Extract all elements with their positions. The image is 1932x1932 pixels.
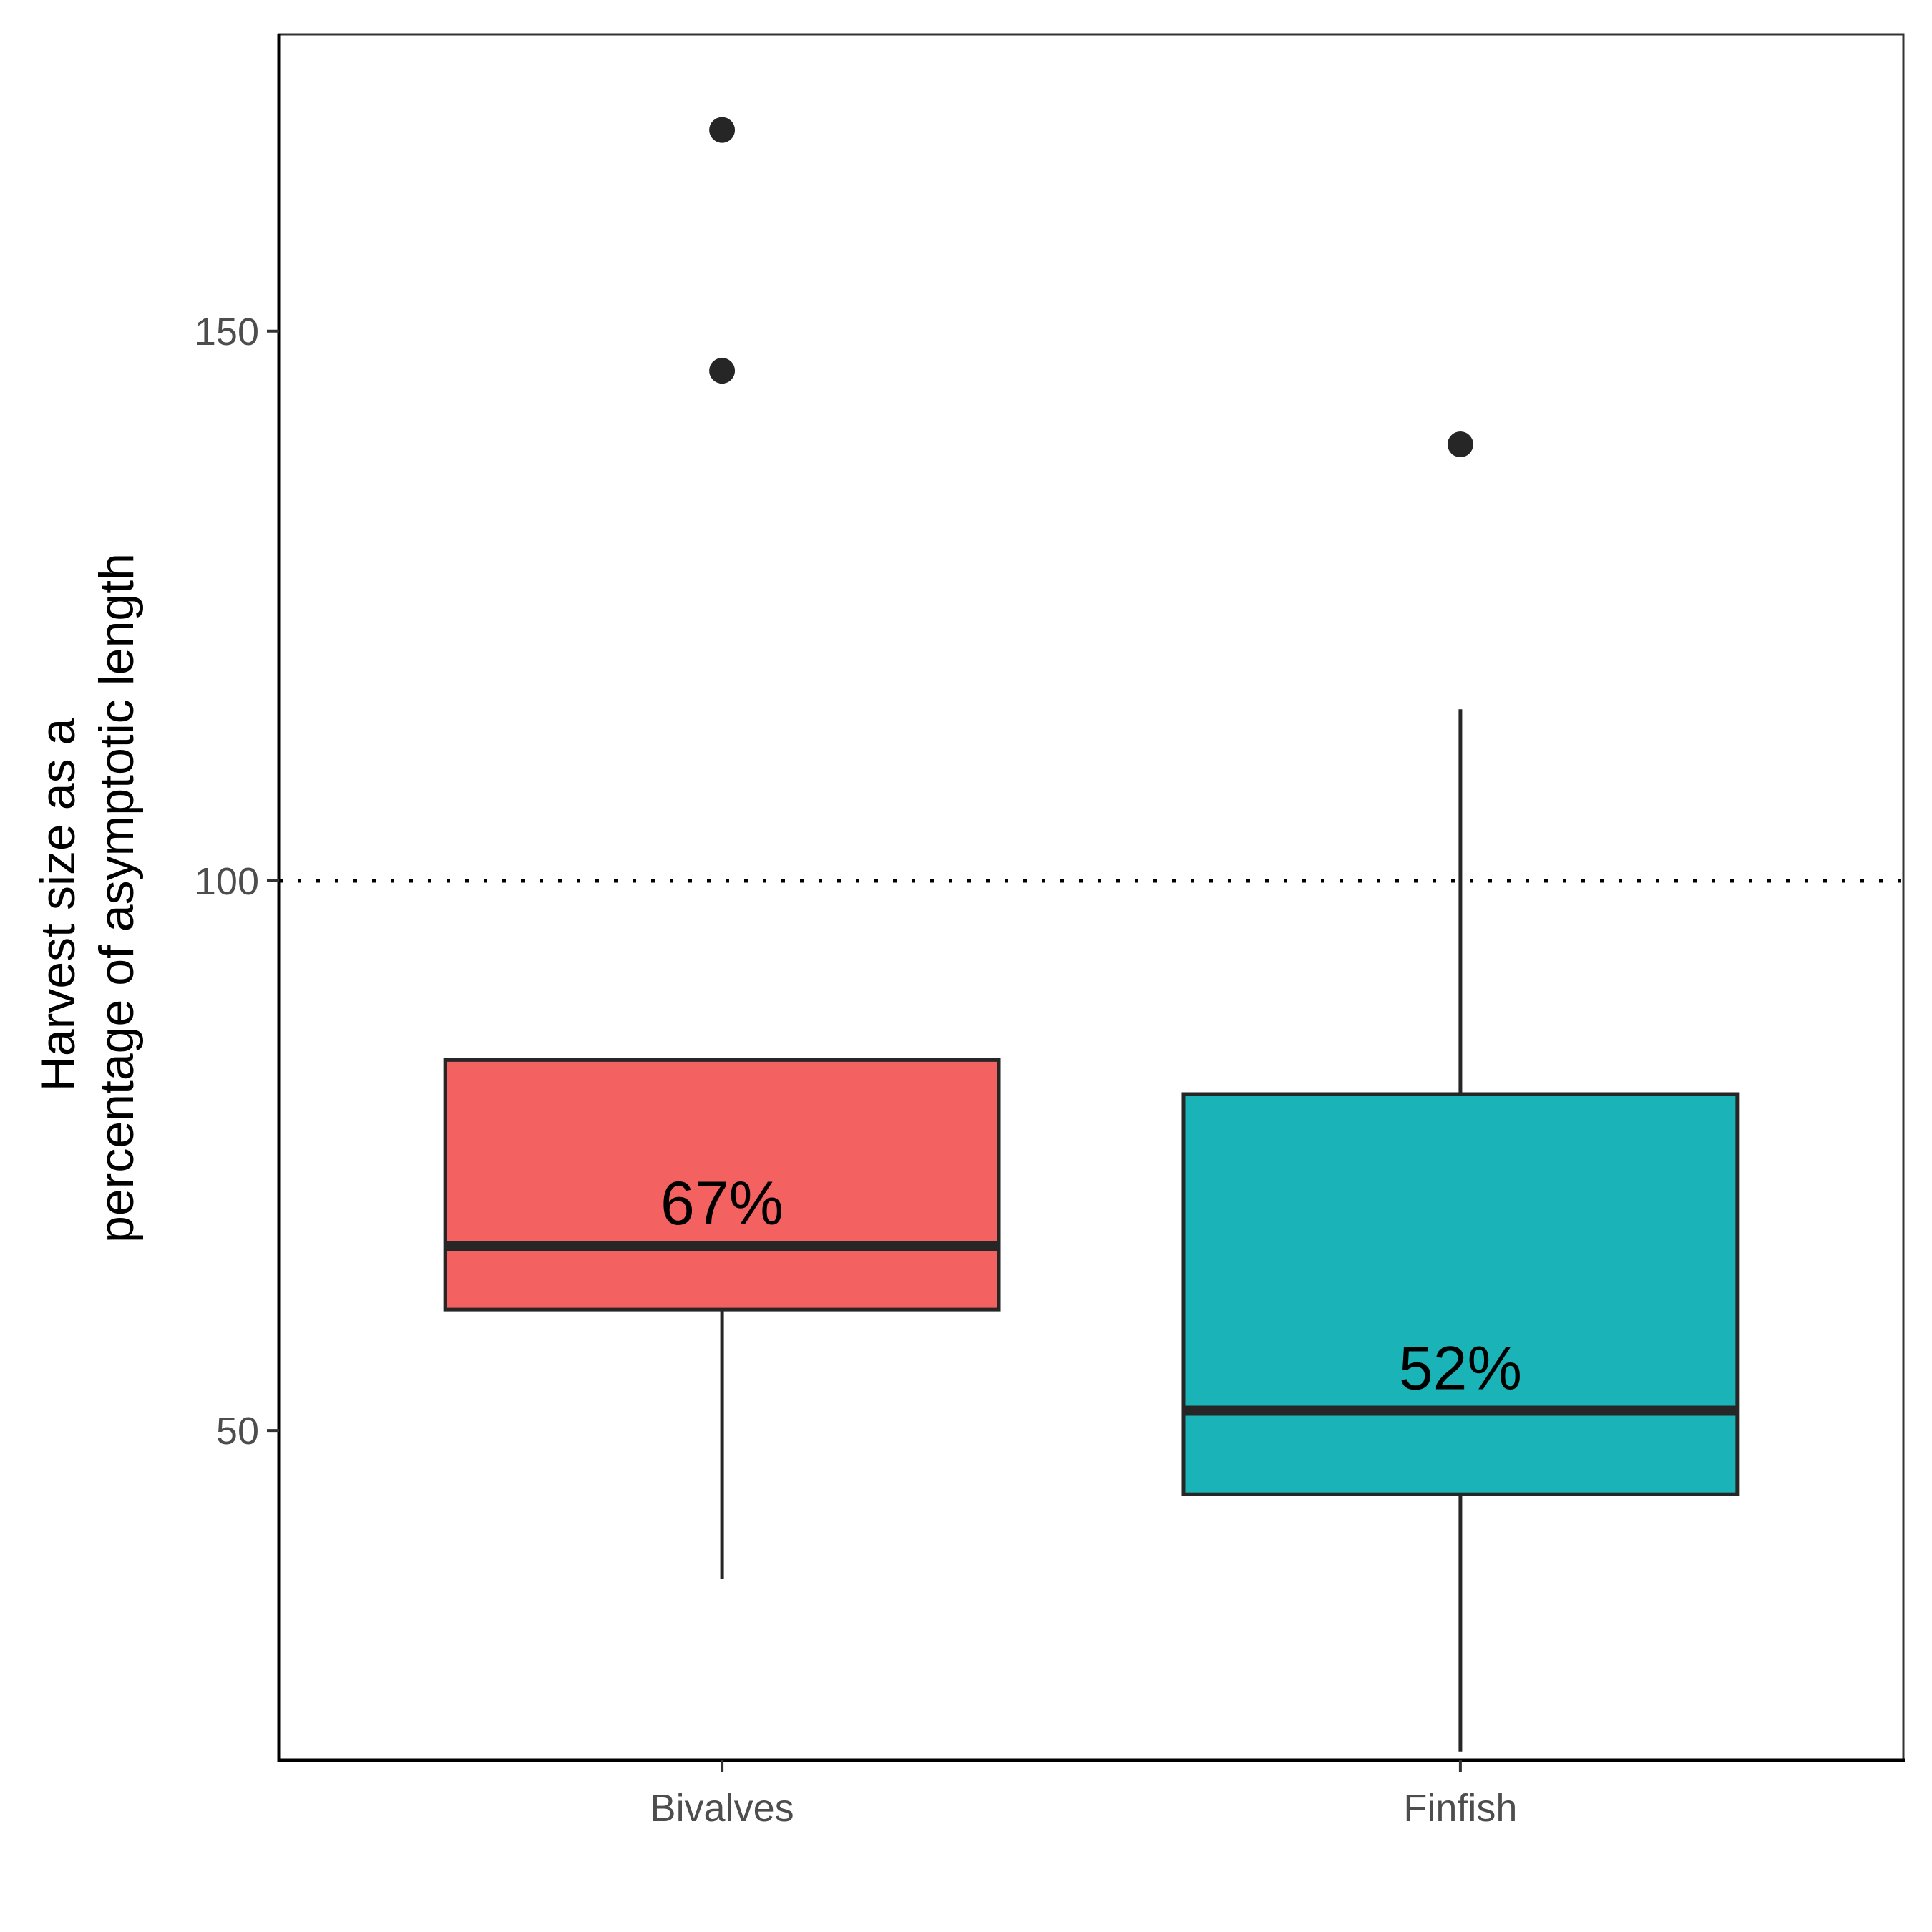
y-tick-label-50: 50 bbox=[216, 1410, 259, 1453]
median-label-finfish: 52% bbox=[1399, 1334, 1522, 1402]
y-axis-title-line-2: percentage of asymptotic length bbox=[89, 553, 144, 1243]
median-label-bivalves: 67% bbox=[660, 1169, 784, 1238]
y-axis-title: Harvest size as a percentage of asymptot… bbox=[31, 553, 144, 1243]
y-axis-title-line-1: Harvest size as a bbox=[31, 718, 85, 1092]
x-tick-label-finfish: Finfish bbox=[1403, 1787, 1517, 1830]
outlier-point-finfish-1 bbox=[1447, 431, 1473, 458]
box-group-finfish bbox=[1181, 431, 1740, 1752]
box-finfish bbox=[1181, 1092, 1740, 1496]
x-tick-label-bivalves: Bivalves bbox=[650, 1787, 794, 1830]
box-group-bivalves bbox=[443, 117, 1001, 1579]
outlier-point-bivalves-2 bbox=[709, 117, 736, 143]
panel-border bbox=[278, 33, 1905, 1762]
y-tick-label-100: 100 bbox=[195, 860, 259, 903]
box-bivalves bbox=[443, 1058, 1001, 1312]
outlier-point-bivalves-1 bbox=[709, 358, 736, 384]
y-tick-label-150: 150 bbox=[195, 311, 259, 353]
